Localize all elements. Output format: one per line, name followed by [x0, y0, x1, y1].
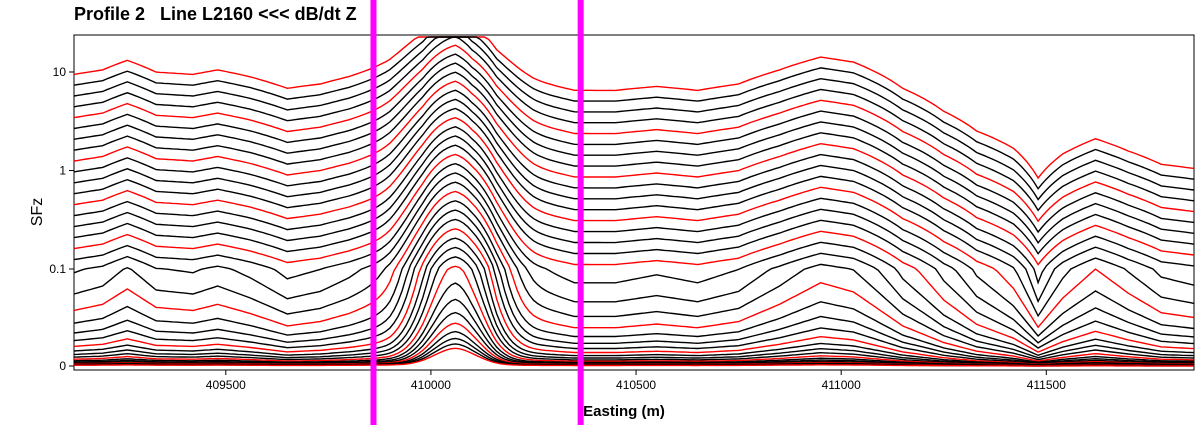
- y-axis-label: SFz: [29, 198, 46, 226]
- plot-frame: [73, 34, 1195, 371]
- channel-trace-18: [73, 162, 1195, 357]
- y-tick-label: 1: [59, 164, 66, 178]
- x-axis-ticks: 409500 410000 410500 411000 411500: [206, 370, 1066, 392]
- channel-trace-3: [73, 36, 1195, 201]
- channel-trace-16: [73, 144, 1195, 349]
- y-tick-label: 0: [59, 359, 66, 373]
- channel-trace-21: [73, 190, 1194, 362]
- channel-trace-23: [73, 209, 1194, 364]
- channel-trace-37: [74, 347, 1194, 367]
- channel-trace-12: [73, 107, 1195, 318]
- x-tick-label: 410500: [616, 378, 656, 392]
- channel-trace-24: [73, 218, 1195, 365]
- channel-trace-9: [73, 80, 1195, 266]
- channel-trace-1: [73, 36, 1195, 180]
- channel-trace-4: [73, 36, 1195, 212]
- channel-trace-13: [73, 116, 1195, 329]
- y-axis-ticks: 0 0.1 1 10: [49, 65, 74, 373]
- decay-traces: [73, 36, 1195, 367]
- channel-trace-17: [73, 153, 1195, 353]
- channel-trace-5: [73, 44, 1195, 223]
- channel-trace-6: [73, 53, 1195, 234]
- y-tick-label: 10: [53, 65, 67, 79]
- x-tick-label: 411500: [1027, 378, 1066, 392]
- channel-trace-14: [73, 126, 1195, 338]
- y-tick-label: 0.1: [49, 262, 66, 276]
- channel-trace-15: [73, 135, 1195, 344]
- channel-trace-7: [73, 62, 1195, 244]
- x-tick-label: 410000: [411, 378, 451, 392]
- channel-trace-8: [73, 71, 1195, 255]
- channel-trace-2: [73, 36, 1195, 190]
- channel-trace-10: [73, 89, 1195, 285]
- marker-lines: [370, 0, 584, 425]
- channel-trace-25: [73, 228, 1194, 366]
- x-tick-label: 409500: [206, 378, 246, 392]
- channel-trace-19: [73, 172, 1195, 359]
- x-axis-label: Easting (m): [583, 403, 665, 420]
- channel-trace-20: [73, 181, 1195, 361]
- channel-trace-11: [73, 98, 1195, 304]
- chart-title: Profile 2 Line L2160 <<< dB/dt Z: [74, 4, 357, 24]
- x-tick-label: 411000: [822, 378, 861, 392]
- channel-trace-22: [73, 200, 1194, 363]
